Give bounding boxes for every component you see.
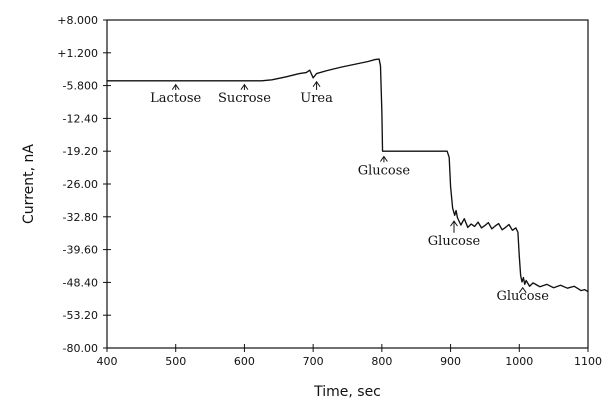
y-tick-label: -19.20 [63,145,98,158]
annotation-arrow-head [450,220,458,227]
y-tick-label: -32.80 [63,211,98,224]
annotation: Urea [300,80,333,106]
annotation-label: Glucose [428,234,481,249]
y-tick-label: +8.000 [57,14,98,27]
x-tick-label: 1000 [505,355,533,368]
current-series-line [106,58,589,293]
annotation: Glucose [497,286,550,304]
x-tick-label: 800 [371,355,392,368]
annotations: Lactose Sucrose Urea Glucose Glucose Glucose [150,80,550,304]
annotation-arrow-head [380,155,388,162]
x-tick-label: 400 [97,355,118,368]
x-tick-label: 1100 [574,355,602,368]
annotation: Sucrose [218,83,271,106]
y-tick-label: -39.60 [63,244,98,257]
y-axis-label: Current, nA [21,144,37,224]
annotation: Lactose [150,83,202,106]
annotation-arrow-head [171,83,180,90]
x-axis-label: Time, sec [313,384,381,400]
annotation-arrow-head [518,286,527,293]
annotation-label: Glucose [358,163,411,178]
y-tick-label: +1.200 [57,47,98,60]
x-axis-ticks: 400 500 600 700 800 900 1000 1100 [97,344,602,368]
annotation: Glucose [358,155,411,178]
annotation-label: Urea [300,91,333,106]
annotation-arrow-head [240,83,249,90]
y-tick-label: -26.00 [63,178,98,191]
y-tick-label: -80.00 [63,342,98,355]
y-tick-label: -5.800 [63,80,98,93]
annotation-label: Lactose [150,91,201,106]
x-tick-label: 700 [303,355,324,368]
annotation: Glucose [428,220,481,249]
y-tick-label: -53.20 [63,309,98,322]
annotation-arrow-head [312,80,321,88]
annotation-label: Glucose [497,289,550,304]
annotation-label: Sucrose [218,91,271,106]
y-tick-label: -12.40 [63,112,98,125]
x-tick-label: 500 [165,355,186,368]
y-tick-label: -48.40 [63,276,98,289]
x-tick-label: 600 [234,355,255,368]
y-axis-ticks: +8.000 +1.200 -5.800 -12.40 -19.20 -26.00 -32.… [57,14,111,355]
x-tick-label: 900 [440,355,461,368]
